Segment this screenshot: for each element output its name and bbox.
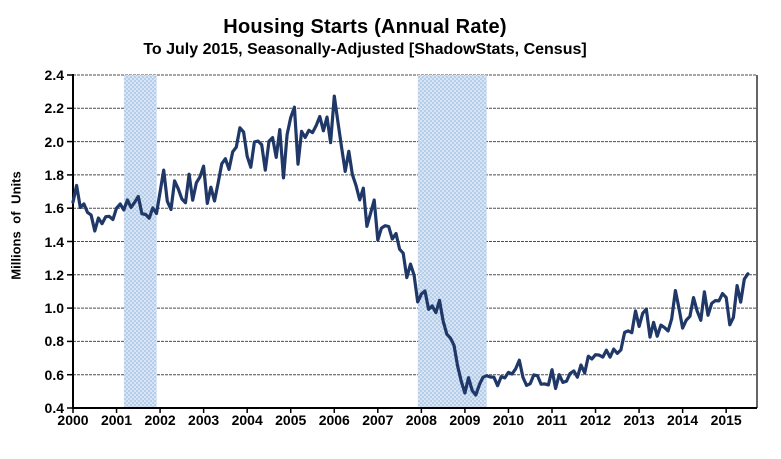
x-tick-label: 2013	[623, 412, 655, 428]
x-tick-label: 2006	[318, 412, 350, 428]
y-tick-label: 1.4	[44, 233, 64, 250]
y-tick-label: 0.4	[44, 400, 64, 416]
recession-band	[417, 75, 487, 408]
x-tick-label: 2014	[667, 412, 699, 428]
x-tick-label: 2001	[100, 412, 133, 428]
y-tick-label: 1.8	[44, 166, 64, 183]
chart-subtitle: To July 2015, Seasonally-Adjusted [Shado…	[143, 41, 587, 58]
x-tick-label: 2010	[492, 412, 525, 428]
y-axis-title: Millions of Units	[8, 171, 24, 280]
y-tick-label: 2.0	[44, 133, 64, 150]
x-tick-label: 2011	[536, 412, 568, 428]
x-tick-label: 2005	[275, 412, 307, 428]
y-tick-label: 1.2	[44, 266, 64, 283]
x-tick-label: 2003	[188, 412, 220, 428]
y-tick-label: 2.2	[44, 100, 64, 117]
y-tick-label: 0.6	[44, 366, 64, 383]
y-tick-label: 2.4	[44, 67, 64, 83]
chart-title: Housing Starts (Annual Rate)	[223, 16, 507, 38]
x-tick-label: 2012	[579, 412, 612, 428]
recession-band	[123, 75, 157, 408]
y-tick-label: 0.8	[44, 333, 64, 350]
x-tick-label: 2008	[405, 412, 437, 428]
y-tick-label: 1.0	[44, 300, 64, 317]
x-tick-label: 2015	[710, 412, 742, 428]
x-tick-label: 2007	[362, 412, 394, 428]
x-tick-label: 2000	[57, 412, 89, 428]
y-tick-label: 1.6	[44, 200, 64, 217]
x-tick-label: 2004	[231, 412, 263, 428]
x-tick-label: 2002	[144, 412, 176, 428]
housing-starts-line	[71, 94, 750, 397]
x-tick-label: 2009	[449, 412, 481, 428]
